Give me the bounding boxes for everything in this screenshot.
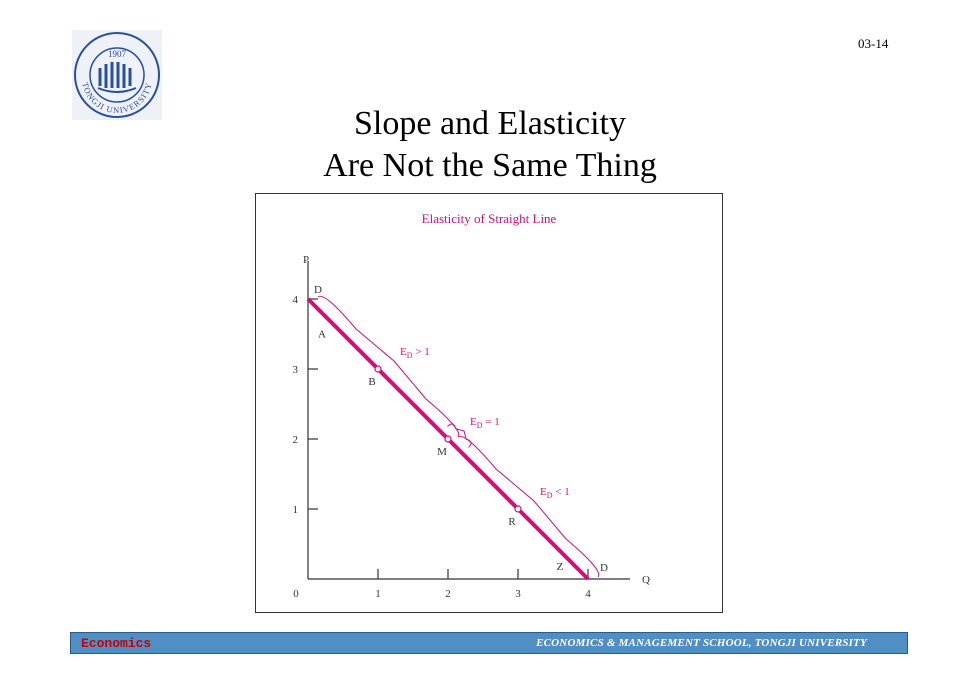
brace-label-1: ED = 1 [470, 416, 500, 430]
y-tick-label: 3 [293, 364, 299, 376]
brace-inelastic [457, 435, 600, 578]
point-label-a: A [318, 329, 326, 341]
y-tick-label: 2 [293, 434, 299, 446]
point-marker-m [444, 435, 452, 443]
demand-label-bottom: D [600, 562, 608, 574]
chart-svg: Elasticity of Straight Line P Q 0 1 2 3 4 1 2 3 4 D D… [255, 193, 723, 613]
x-tick-label: 4 [585, 588, 591, 600]
chart-frame [255, 193, 723, 613]
elasticity-chart: Elasticity of Straight Line P Q 0 1 2 3 4 1 2 3 4 D D… [255, 193, 723, 613]
slide-title-line-2: Are Not the Same Thing [323, 147, 657, 184]
x-axis-label: Q [642, 574, 650, 586]
y-tick-label: 1 [293, 504, 299, 516]
point-marker-r [514, 505, 522, 513]
demand-label-top: D [314, 284, 322, 296]
university-logo: 1907 TONGJI UNIVERSITY [72, 30, 162, 120]
slide-number: 03-14 [858, 36, 889, 51]
x-tick-label: 1 [375, 588, 381, 600]
footer-school-label: ECONOMICS & MANAGEMENT SCHOOL, TONGJI UN… [536, 637, 867, 649]
brace-label-2: ED < 1 [540, 486, 570, 500]
footer-bar: Economics ECONOMICS & MANAGEMENT SCHOOL,… [70, 632, 908, 654]
y-axis-label: P [303, 254, 309, 266]
point-label-z: Z [557, 561, 564, 573]
brace-label-0: ED > 1 [400, 346, 430, 360]
x-tick-label: 3 [515, 588, 521, 600]
point-marker-b [374, 365, 382, 373]
slide-title-line-1: Slope and Elasticity [354, 105, 626, 142]
y-tick-label: 4 [293, 294, 299, 306]
x-tick-label: 0 [293, 588, 299, 600]
point-label-r: R [508, 516, 516, 528]
footer-course-label: Economics [81, 636, 152, 651]
point-label-m: M [437, 446, 447, 458]
x-tick-label: 2 [445, 588, 451, 600]
logo-year: 1907 [108, 49, 127, 59]
point-label-b: B [368, 376, 375, 388]
brace-elastic [317, 295, 460, 438]
brace-unit-elastic [447, 423, 472, 448]
chart-title: Elasticity of Straight Line [422, 211, 557, 226]
